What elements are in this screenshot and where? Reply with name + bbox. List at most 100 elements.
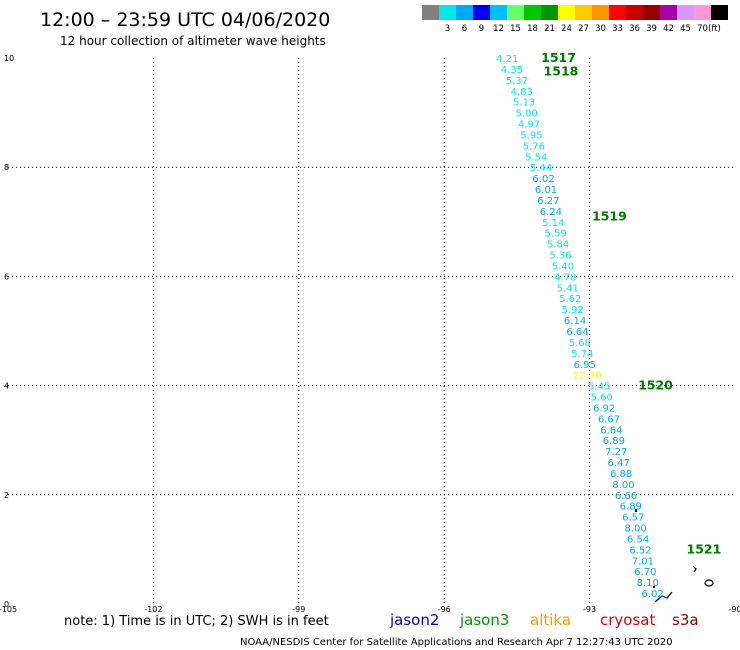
swh-value-label: 6.14 xyxy=(564,316,586,327)
swh-value-label: 4.78 xyxy=(554,272,576,283)
colorbar-swatch xyxy=(541,5,558,20)
swh-value-label: 5.84 xyxy=(547,240,569,251)
swh-value-label: 6.64 xyxy=(566,327,588,338)
x-tick-label: -90 xyxy=(728,605,740,614)
swh-value-label: 6.02 xyxy=(532,174,554,185)
colorbar-swatch xyxy=(558,5,575,20)
swh-value-label: 4.97 xyxy=(518,120,540,131)
satellite-legend-jason3: jason3 xyxy=(459,611,509,629)
swh-value-label: 6.64 xyxy=(600,425,622,436)
swh-value-label: 5.54 xyxy=(525,152,547,163)
pass-number-label: 1517 xyxy=(541,50,576,65)
y-tick-label: 8 xyxy=(4,163,9,172)
colorbar-tick-label: 3 xyxy=(445,24,450,34)
pass-number-label: 1521 xyxy=(687,541,722,556)
colorbar-swatch xyxy=(507,5,524,20)
colorbar-swatch xyxy=(422,5,439,20)
swh-value-label: 5.44 xyxy=(530,163,552,174)
swh-value-label: 6.66 xyxy=(615,491,637,502)
x-tick-label: -93 xyxy=(583,605,596,614)
colorbar-swatch xyxy=(677,5,694,20)
coastline-fragments xyxy=(635,509,714,603)
swh-value-label: 6.47 xyxy=(608,458,630,469)
swh-value-label: 7.27 xyxy=(605,447,627,458)
satellite-legend: jason2 jason3 altika cryosat s3a xyxy=(389,611,699,629)
swh-points: 4.214.355.374.835.135.004.975.955.765.54… xyxy=(496,54,664,600)
swh-value-label: 6.70 xyxy=(634,567,656,578)
colorbar-swatch xyxy=(609,5,626,20)
island-outline xyxy=(692,565,697,573)
swh-value-label: 22.30 xyxy=(573,371,602,382)
swh-value-label: 5.37 xyxy=(506,76,528,87)
satellite-legend-altika: altika xyxy=(530,611,571,629)
swh-value-label: 5.76 xyxy=(523,141,545,152)
pass-number-label: 1518 xyxy=(544,64,579,79)
colorbar-tick-label: 6 xyxy=(462,24,467,34)
swh-value-label: 5.41 xyxy=(557,283,579,294)
swh-value-label: 6.52 xyxy=(629,545,651,556)
colorbar-tick-label: 30 xyxy=(595,24,606,34)
colorbar-swatch xyxy=(473,5,490,20)
axis-tick-labels: -105 -102 -99 -96 -93 -90 0 2 4 6 8 10 xyxy=(0,54,740,614)
swh-value-label: 6.24 xyxy=(540,207,562,218)
colorbar-tick-label: 15 xyxy=(510,24,521,34)
colorbar-swatch xyxy=(439,5,456,20)
swh-value-label: 6.89 xyxy=(603,436,625,447)
colorbar-tick-label: 12 xyxy=(493,24,504,34)
swh-value-label: 5.68 xyxy=(569,338,591,349)
colorbar-swatch xyxy=(694,5,711,20)
swh-value-label: 5.92 xyxy=(562,305,584,316)
y-tick-label: 2 xyxy=(4,491,9,500)
colorbar-tick-label: 45 xyxy=(680,24,691,34)
swh-value-label: 6.67 xyxy=(598,414,620,425)
swh-value-label: 8.10 xyxy=(637,578,659,589)
satellite-legend-cryosat: cryosat xyxy=(600,611,655,629)
units-note: note: 1) Time is in UTC; 2) SWH is in fe… xyxy=(64,614,329,629)
swh-value-label: 5.74 xyxy=(571,349,593,360)
colorbar-tick-label: 21 xyxy=(544,24,555,34)
swh-value-label: 4.83 xyxy=(511,87,533,98)
y-tick-label: 0 xyxy=(4,600,9,609)
pass-number-label: 1519 xyxy=(592,208,627,223)
colorbar-swatch xyxy=(592,5,609,20)
colorbar-swatch xyxy=(575,5,592,20)
colorbar-swatch xyxy=(490,5,507,20)
coastline-path xyxy=(654,591,673,603)
swh-value-label: 5.60 xyxy=(591,393,613,404)
swh-value-label: 5.36 xyxy=(549,251,571,262)
x-tick-label: -105 xyxy=(0,605,17,614)
swh-value-label: 5.13 xyxy=(513,98,535,109)
colorbar-tick-label: 27 xyxy=(578,24,589,34)
x-tick-label: -96 xyxy=(438,605,451,614)
colorbar-swatch xyxy=(626,5,643,20)
swh-value-label: 6.01 xyxy=(535,185,557,196)
swh-value-label: 6.57 xyxy=(622,513,644,524)
colorbar-tick-label: 42 xyxy=(663,24,674,34)
swh-value-label: 4.35 xyxy=(501,65,523,76)
colorbar-tick-label: 18 xyxy=(527,24,538,34)
swh-value-label: 5.59 xyxy=(545,229,567,240)
colorbar-tick-label: 39 xyxy=(646,24,657,34)
x-tick-label: -102 xyxy=(144,605,162,614)
swh-value-label: 5.14 xyxy=(542,218,564,229)
colorbar-unit-label: (ft) xyxy=(708,24,721,34)
colorbar-swatch xyxy=(643,5,660,20)
colorbar-swatch xyxy=(456,5,473,20)
colorbar-tick-label: 24 xyxy=(561,24,572,34)
swh-value-label: 6.88 xyxy=(610,469,632,480)
colorbar-tick-label: 70 xyxy=(697,24,708,34)
swh-value-label: 5.62 xyxy=(559,294,581,305)
swh-value-label: 6.54 xyxy=(627,534,649,545)
swh-value-label: 5.40 xyxy=(552,261,574,272)
pass-number-label: 1520 xyxy=(638,378,673,393)
colorbar-tick-label: 36 xyxy=(629,24,640,34)
y-tick-label: 10 xyxy=(4,54,14,63)
swh-value-label: 6.02 xyxy=(641,589,663,600)
island-dot xyxy=(635,509,637,512)
satellite-legend-jason2: jason2 xyxy=(389,611,439,629)
swh-value-label: 6.27 xyxy=(537,196,559,207)
colorbar-tick-label: 33 xyxy=(612,24,623,34)
island-outline xyxy=(704,579,714,587)
